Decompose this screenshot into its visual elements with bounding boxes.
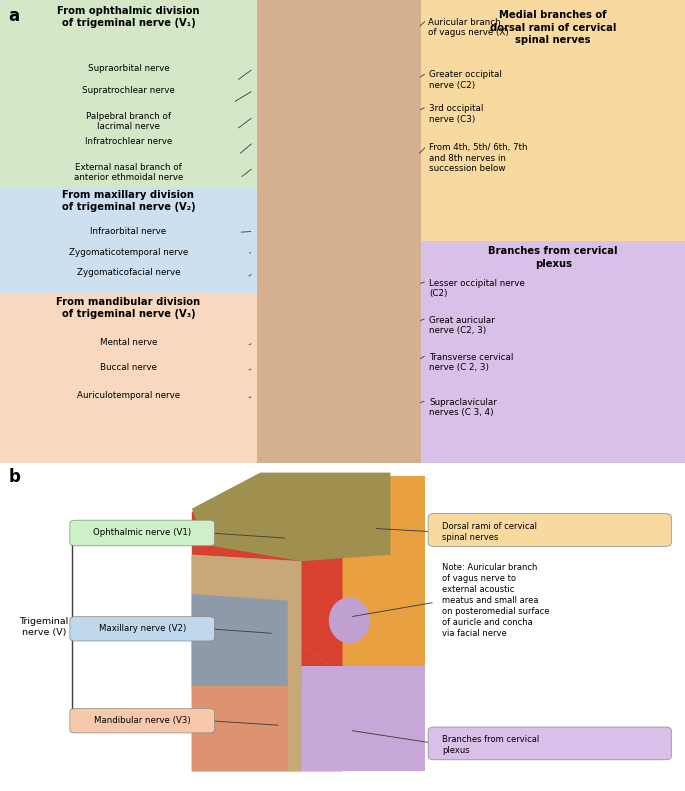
Polygon shape: [192, 554, 301, 693]
Bar: [421, 240, 685, 463]
Text: External nasal branch of
anterior ethmoidal nerve: External nasal branch of anterior ethmoi…: [74, 163, 183, 182]
Text: b: b: [8, 467, 20, 486]
Text: Zygomaticotemporal nerve: Zygomaticotemporal nerve: [68, 248, 188, 256]
Text: Supratrochlear nerve: Supratrochlear nerve: [82, 85, 175, 95]
Text: 3rd occipital
nerve (C3): 3rd occipital nerve (C3): [429, 104, 484, 123]
Text: Transverse cervical
nerve (C 2, 3): Transverse cervical nerve (C 2, 3): [429, 353, 514, 372]
Polygon shape: [192, 594, 288, 686]
Text: Zygomaticofacial nerve: Zygomaticofacial nerve: [77, 268, 180, 278]
Text: Palpebral branch of
lacrimal nerve: Palpebral branch of lacrimal nerve: [86, 112, 171, 131]
Text: From maxillary division
of trigeminal nerve (V₂): From maxillary division of trigeminal ne…: [62, 190, 195, 212]
Text: From 4th, 5th/ 6th, 7th
and 8th nerves in
succession below: From 4th, 5th/ 6th, 7th and 8th nerves i…: [429, 143, 528, 173]
FancyBboxPatch shape: [428, 727, 671, 760]
Text: Greater occipital
nerve (C2): Greater occipital nerve (C2): [429, 70, 502, 89]
Text: Auricular branch
of vagus nerve (X): Auricular branch of vagus nerve (X): [428, 17, 509, 37]
Text: Maxillary nerve (V2): Maxillary nerve (V2): [99, 624, 186, 634]
Bar: [421, 0, 685, 240]
Ellipse shape: [329, 597, 370, 643]
Polygon shape: [192, 476, 342, 676]
Text: Branches from cervical
plexus: Branches from cervical plexus: [442, 735, 539, 755]
Text: Supraclavicular
nerves (C 3, 4): Supraclavicular nerves (C 3, 4): [429, 398, 497, 418]
Text: From mandibular division
of trigeminal nerve (V₃): From mandibular division of trigeminal n…: [56, 297, 201, 320]
Text: Infraorbital nerve: Infraorbital nerve: [90, 227, 166, 236]
FancyBboxPatch shape: [70, 709, 214, 733]
Polygon shape: [192, 554, 301, 771]
Text: Great auricular
nerve (C2, 3): Great auricular nerve (C2, 3): [429, 316, 495, 335]
Text: Supraorbital nerve: Supraorbital nerve: [88, 64, 169, 73]
Polygon shape: [240, 666, 425, 771]
Bar: [0, 293, 257, 463]
Polygon shape: [192, 472, 390, 562]
FancyBboxPatch shape: [70, 617, 214, 641]
Text: Trigeminal
nerve (V): Trigeminal nerve (V): [19, 617, 68, 637]
Text: Medial branches of
dorsal rami of cervical
spinal nerves: Medial branches of dorsal rami of cervic…: [490, 10, 616, 45]
Text: Auriculotemporal nerve: Auriculotemporal nerve: [77, 391, 180, 400]
Text: a: a: [8, 7, 19, 25]
Text: Buccal nerve: Buccal nerve: [100, 363, 157, 373]
Text: Lesser occipital nerve
(C2): Lesser occipital nerve (C2): [429, 278, 525, 298]
Text: Mandibular nerve (V3): Mandibular nerve (V3): [94, 717, 190, 725]
Text: Note: Auricular branch
of vagus nerve to
external acoustic
meatus and small area: Note: Auricular branch of vagus nerve to…: [442, 563, 549, 638]
FancyBboxPatch shape: [70, 520, 214, 546]
Text: Branches from cervical
plexus: Branches from cervical plexus: [488, 246, 618, 269]
Bar: [257, 0, 421, 463]
Text: Mental nerve: Mental nerve: [100, 338, 157, 346]
Text: From ophthalmic division
of trigeminal nerve (V₁): From ophthalmic division of trigeminal n…: [57, 6, 200, 28]
Text: Dorsal rami of cervical
spinal nerves: Dorsal rami of cervical spinal nerves: [442, 522, 537, 542]
Polygon shape: [192, 611, 342, 771]
Bar: [0, 0, 257, 187]
FancyBboxPatch shape: [428, 513, 671, 547]
Bar: [0, 187, 257, 293]
Text: Infratrochlear nerve: Infratrochlear nerve: [85, 138, 172, 146]
Text: Ophthalmic nerve (V1): Ophthalmic nerve (V1): [93, 528, 191, 537]
Bar: [260, 476, 425, 771]
Polygon shape: [192, 686, 288, 771]
